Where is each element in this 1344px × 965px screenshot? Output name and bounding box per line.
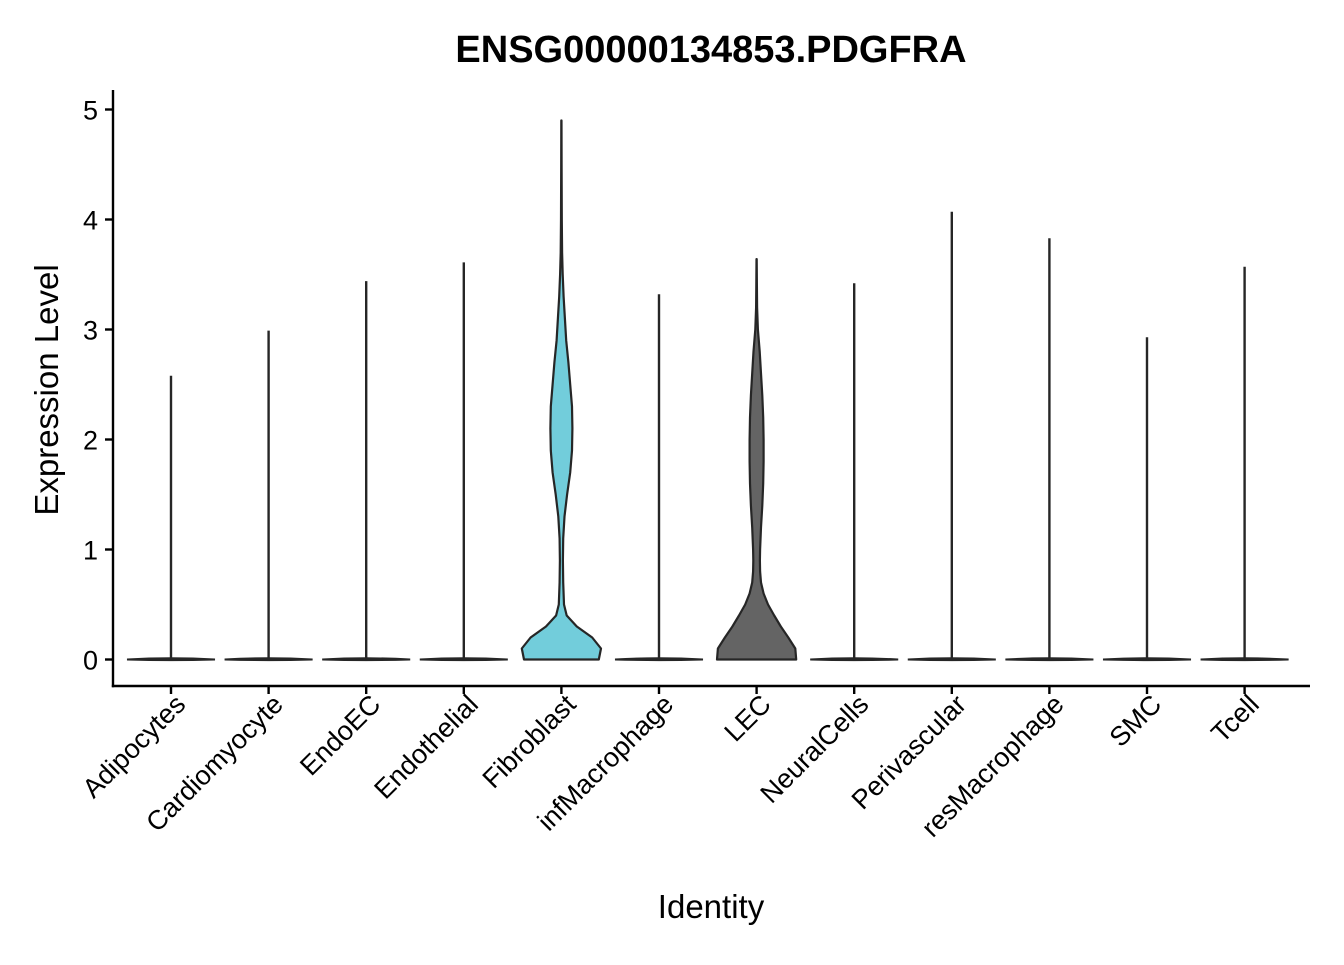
y-tick-label: 0: [83, 646, 98, 676]
y-tick-label: 3: [83, 316, 98, 346]
violin-fibroblast: [520, 119, 603, 661]
x-axis-title: Identity: [658, 888, 765, 925]
chart-title: ENSG00000134853.PDGFRA: [455, 29, 966, 71]
y-axis-title: Expression Level: [28, 264, 65, 515]
y-tick-label: 1: [83, 536, 98, 566]
y-tick-label: 4: [83, 206, 98, 236]
x-tick-label-lec: LEC: [718, 689, 776, 747]
y-tick-label: 5: [83, 96, 98, 126]
x-tick-label-smc: SMC: [1104, 689, 1168, 753]
x-tick-label-endoec: EndoEC: [294, 689, 386, 781]
x-tick-label-fibroblast: Fibroblast: [477, 689, 582, 794]
violin-lec: [715, 258, 798, 661]
y-tick-label: 2: [83, 426, 98, 456]
x-tick-label-tcell: Tcell: [1205, 689, 1264, 748]
x-tick-label-endothelial: Endothelial: [368, 689, 484, 805]
